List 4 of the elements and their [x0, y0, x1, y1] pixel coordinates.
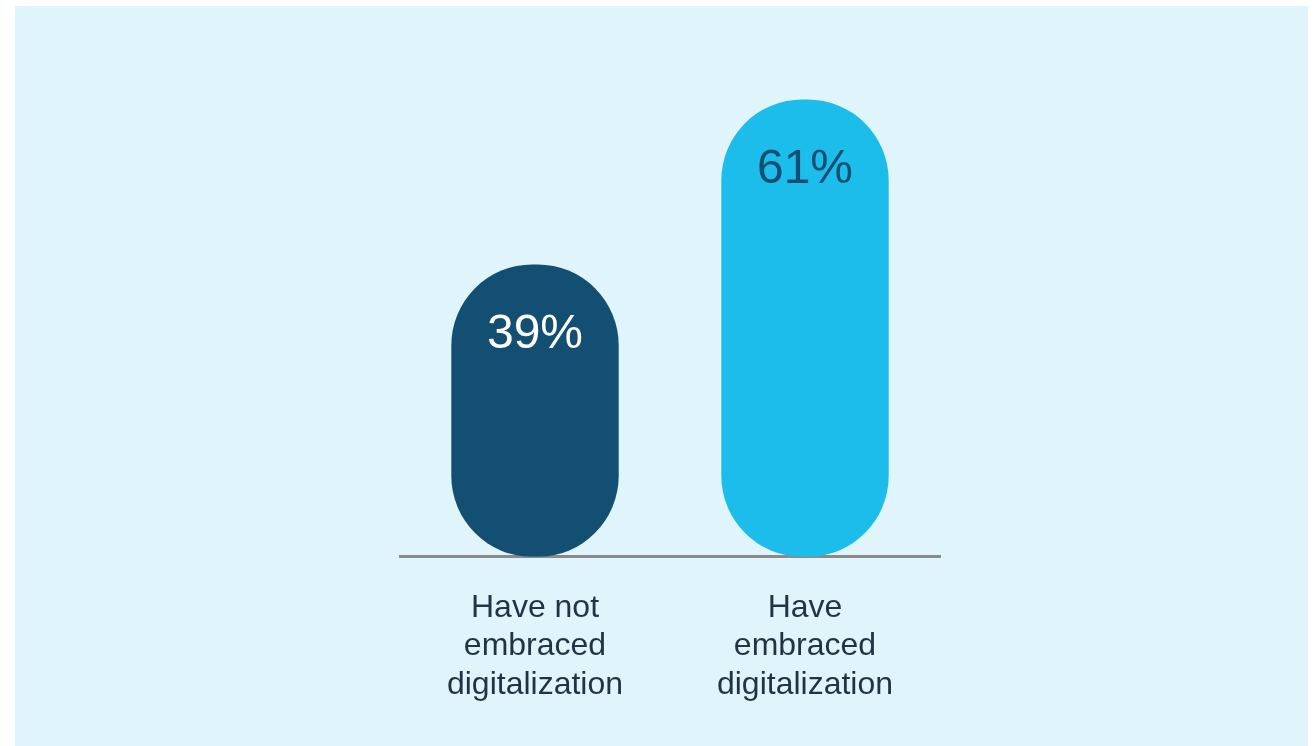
data-label: 39% [486, 304, 584, 358]
data-label: 61% [756, 139, 854, 193]
x-tick-label: Have not embraced digitalization [446, 587, 624, 701]
x-tick-label: Have embraced digitalization [716, 587, 894, 701]
